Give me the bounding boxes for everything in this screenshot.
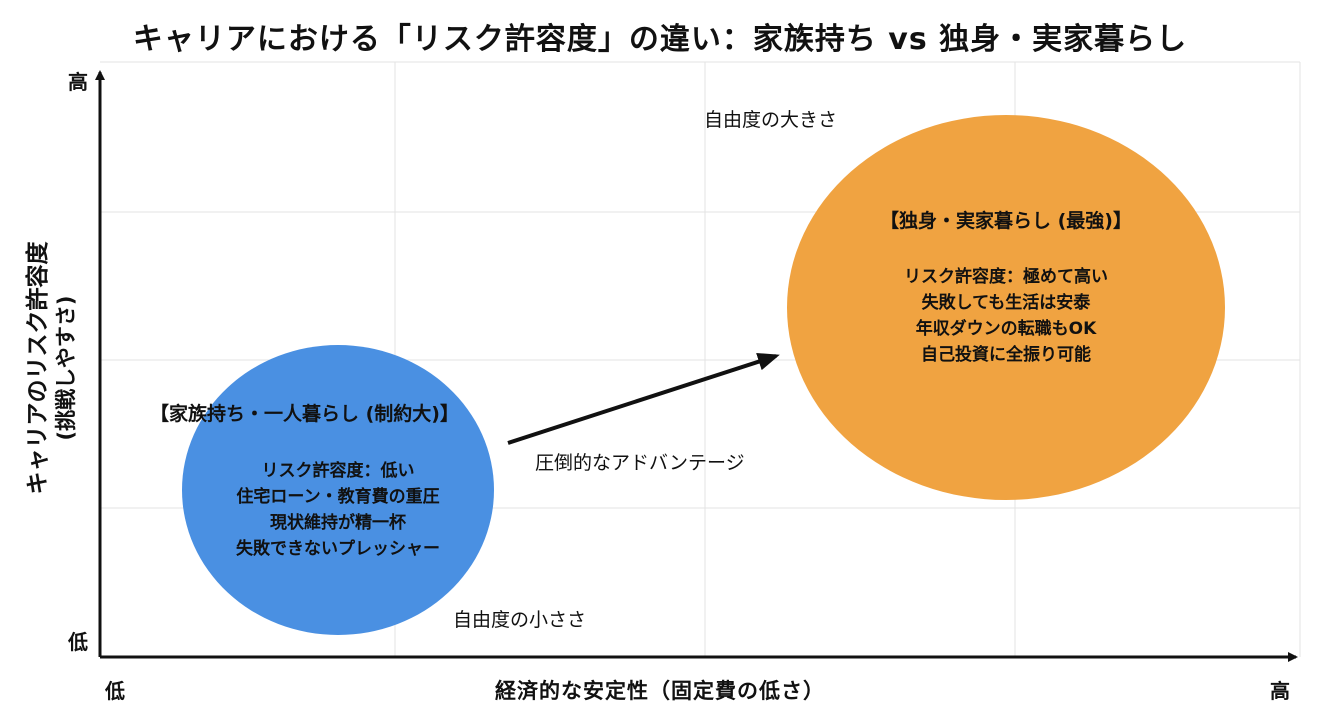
y-axis-low-label: 低 xyxy=(68,630,88,654)
advantage-arrow-label: 圧倒的なアドバンテージ xyxy=(535,452,745,474)
right-group-line: 失敗しても生活は安泰 xyxy=(921,293,1091,313)
left-group-line: リスク許容度：低い xyxy=(261,461,415,481)
right-group-line: 自己投資に全振り可能 xyxy=(921,345,1091,365)
left-group-bubble xyxy=(182,345,494,635)
x-axis-high-label: 高 xyxy=(1270,679,1290,703)
left-group-heading: 【家族持ち・一人暮らし (制約大)】 xyxy=(150,403,459,425)
x-axis-low-label: 低 xyxy=(105,679,125,703)
right-group-line: リスク許容度：極めて高い xyxy=(904,267,1108,287)
y-axis-title-sub: (挑戦しやすさ) xyxy=(54,295,78,441)
y-axis-high-label: 高 xyxy=(68,70,88,94)
left-group-details: リスク許容度：低い 住宅ローン・教育費の重圧 現状維持が精一杯 失敗できないプレ… xyxy=(182,458,494,562)
right-group-heading: 【独身・実家暮らし (最強)】 xyxy=(880,210,1132,232)
right-group-bubble xyxy=(787,115,1225,500)
right-group-details: リスク許容度：極めて高い 失敗しても生活は安泰 年収ダウンの転職もOK 自己投資… xyxy=(787,264,1225,368)
right-group-line: 年収ダウンの転職もOK xyxy=(915,319,1097,339)
y-axis-title: キャリアのリスク許容度 (挑戦しやすさ) xyxy=(24,188,80,548)
left-group-line: 住宅ローン・教育費の重圧 xyxy=(236,487,440,507)
diagram-title: キャリアにおける「リスク許容度」の違い：家族持ち vs 独身・実家暮らし xyxy=(132,22,1188,57)
y-axis-title-main: キャリアのリスク許容度 xyxy=(25,241,51,495)
right-group-size-label: 自由度の大きさ xyxy=(704,109,838,131)
x-axis-title: 経済的な安定性（固定費の低さ） xyxy=(495,679,825,703)
left-group-size-label: 自由度の小ささ xyxy=(453,609,587,631)
left-group-line: 現状維持が精一杯 xyxy=(270,513,406,533)
left-group-line: 失敗できないプレッシャー xyxy=(236,539,440,559)
